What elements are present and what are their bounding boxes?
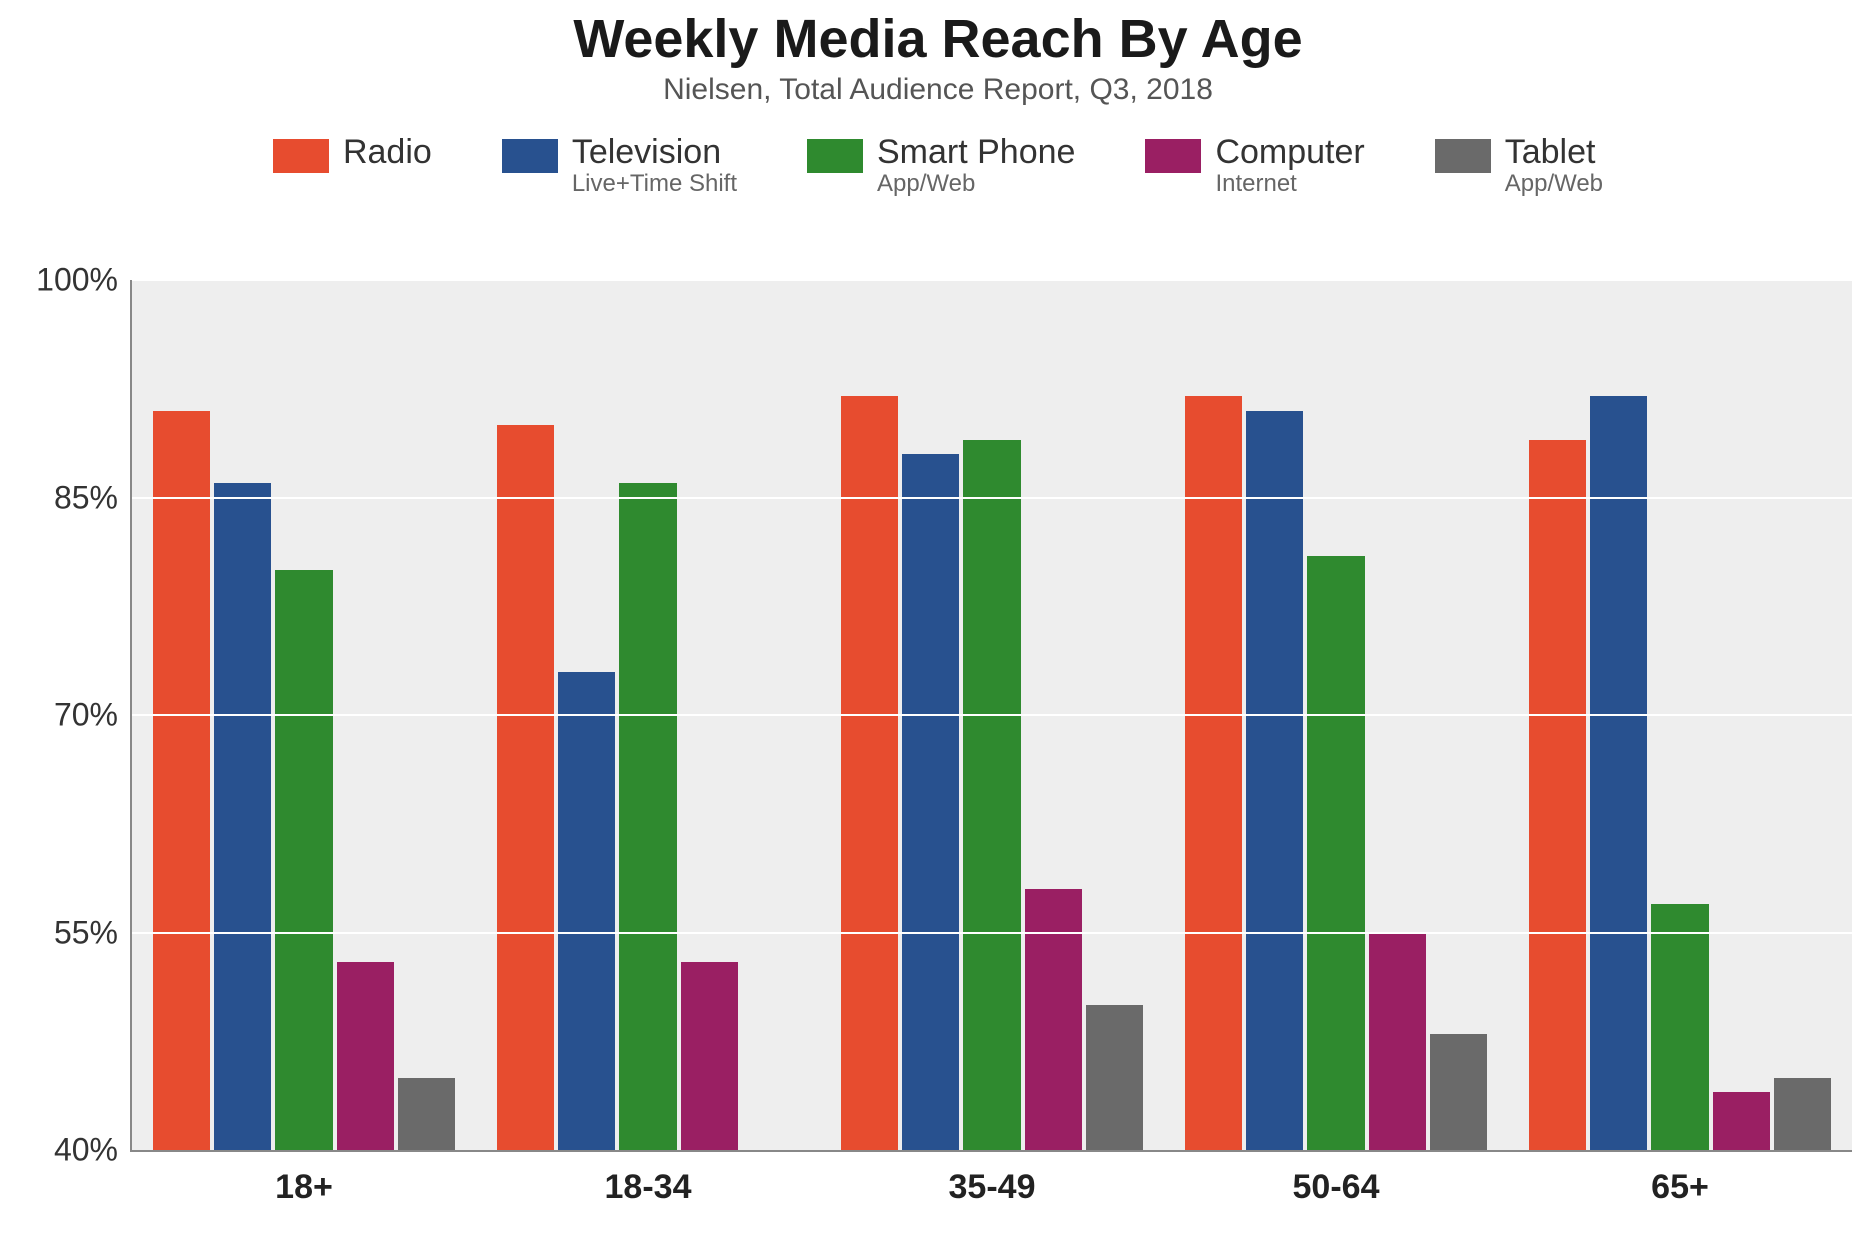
legend-text-radio: Radio xyxy=(343,135,432,171)
legend-text-television: TelevisionLive+Time Shift xyxy=(572,135,737,196)
bar-tablet xyxy=(1430,1034,1487,1150)
legend-text-smartphone: Smart PhoneApp/Web xyxy=(877,135,1075,196)
bar-radio xyxy=(497,425,554,1150)
bar-computer xyxy=(681,962,738,1151)
legend-swatch-radio xyxy=(273,139,329,173)
legend-sublabel-tablet: App/Web xyxy=(1505,171,1603,196)
gridline xyxy=(132,279,1852,281)
bar-television xyxy=(214,483,271,1150)
chart-subtitle: Nielsen, Total Audience Report, Q3, 2018 xyxy=(0,73,1876,107)
bar-computer xyxy=(1369,933,1426,1151)
bar-smartphone xyxy=(963,440,1020,1151)
y-tick-label: 100% xyxy=(36,262,132,299)
gridline xyxy=(132,932,1852,934)
gridline xyxy=(132,714,1852,716)
legend-item-smartphone: Smart PhoneApp/Web xyxy=(807,135,1075,196)
bar-radio xyxy=(841,396,898,1150)
legend-swatch-smartphone xyxy=(807,139,863,173)
bar-television xyxy=(1246,411,1303,1151)
bar-smartphone xyxy=(275,570,332,1150)
legend-label-computer: Computer xyxy=(1215,135,1364,171)
bar-television xyxy=(902,454,959,1150)
x-tick-label: 18+ xyxy=(132,1150,476,1207)
legend-sublabel-smartphone: App/Web xyxy=(877,171,1075,196)
y-tick-label: 40% xyxy=(54,1132,132,1169)
x-tick-label: 35-49 xyxy=(820,1150,1164,1207)
legend-label-radio: Radio xyxy=(343,135,432,171)
bar-radio xyxy=(153,411,210,1151)
title-block: Weekly Media Reach By Age Nielsen, Total… xyxy=(0,0,1876,107)
y-tick-label: 70% xyxy=(54,697,132,734)
bar-smartphone xyxy=(1651,904,1708,1151)
plot-area: 18+18-3435-4950-6465+ 40%55%70%85%100% xyxy=(130,280,1852,1152)
bar-smartphone xyxy=(1307,556,1364,1151)
legend-item-television: TelevisionLive+Time Shift xyxy=(502,135,737,196)
chart-title: Weekly Media Reach By Age xyxy=(0,10,1876,69)
x-tick-label: 65+ xyxy=(1508,1150,1852,1207)
legend-label-television: Television xyxy=(572,135,737,171)
bar-radio xyxy=(1529,440,1586,1151)
y-tick-label: 55% xyxy=(54,914,132,951)
gridline xyxy=(132,497,1852,499)
chart-legend: Radio TelevisionLive+Time Shift Smart Phon… xyxy=(0,135,1876,196)
media-reach-chart: Weekly Media Reach By Age Nielsen, Total… xyxy=(0,0,1876,1242)
legend-label-smartphone: Smart Phone xyxy=(877,135,1075,171)
legend-text-tablet: TabletApp/Web xyxy=(1505,135,1603,196)
x-tick-label: 18-34 xyxy=(476,1150,820,1207)
bar-tablet xyxy=(1086,1005,1143,1150)
x-tick-label: 50-64 xyxy=(1164,1150,1508,1207)
bar-computer xyxy=(1713,1092,1770,1150)
legend-swatch-tablet xyxy=(1435,139,1491,173)
bar-computer xyxy=(337,962,394,1151)
legend-item-computer: ComputerInternet xyxy=(1145,135,1364,196)
bar-radio xyxy=(1185,396,1242,1150)
legend-sublabel-computer: Internet xyxy=(1215,171,1364,196)
bar-smartphone xyxy=(619,483,676,1150)
legend-sublabel-television: Live+Time Shift xyxy=(572,171,737,196)
legend-swatch-computer xyxy=(1145,139,1201,173)
y-tick-label: 85% xyxy=(54,479,132,516)
bar-tablet xyxy=(1774,1078,1831,1150)
bar-computer xyxy=(1025,889,1082,1150)
bar-television xyxy=(558,672,615,1151)
legend-text-computer: ComputerInternet xyxy=(1215,135,1364,196)
legend-label-tablet: Tablet xyxy=(1505,135,1603,171)
legend-item-radio: Radio xyxy=(273,135,432,196)
legend-swatch-television xyxy=(502,139,558,173)
legend-item-tablet: TabletApp/Web xyxy=(1435,135,1603,196)
bar-tablet xyxy=(398,1078,455,1150)
bar-television xyxy=(1590,396,1647,1150)
